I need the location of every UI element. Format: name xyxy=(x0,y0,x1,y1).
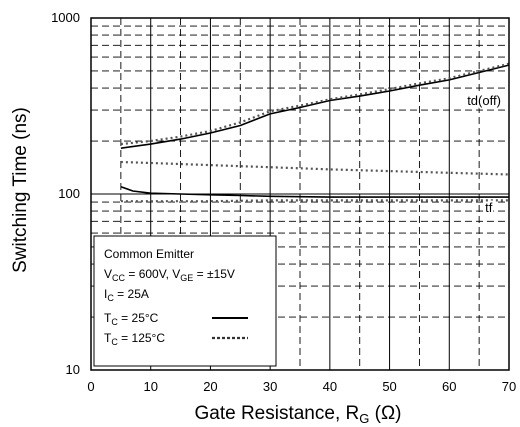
x-axis-label: Gate Resistance, RG (Ω) xyxy=(194,403,401,426)
x-axis-label-main: Gate Resistance, R xyxy=(194,403,359,424)
y-tick-label: 10 xyxy=(66,362,80,377)
legend-text: Common Emitter xyxy=(104,247,194,261)
y-tick-label: 100 xyxy=(58,186,80,201)
legend-subscript: GE xyxy=(180,273,193,283)
legend-subscript-reset: = 125°C xyxy=(118,331,165,345)
legend-subscript: CC xyxy=(112,273,125,283)
legend-subscript-reset: = 600V, V xyxy=(125,267,180,281)
series-line-tf-25c xyxy=(120,185,509,198)
legend-text: V xyxy=(104,267,112,281)
annotation-label: td(off) xyxy=(467,93,501,108)
legend-subscript-reset: = 25°C xyxy=(118,311,159,325)
annotations: td(off) tf xyxy=(465,91,503,217)
legend-subscript: C xyxy=(111,337,118,347)
x-tick-label: 60 xyxy=(442,379,456,394)
legend-box xyxy=(93,235,277,367)
series-line-tf-125c xyxy=(120,199,509,203)
series-line-tdoff-25c xyxy=(120,64,510,149)
legend-line: Common Emitter xyxy=(104,247,194,261)
x-tick-label: 10 xyxy=(143,379,157,394)
x-tick-label: 70 xyxy=(502,379,516,394)
x-axis-label-sub: G xyxy=(359,411,369,426)
y-axis-label: Switching Time (ns) xyxy=(10,107,31,273)
legend-subscript: C xyxy=(111,317,118,327)
annotation-label: tf xyxy=(485,200,493,215)
legend-subscript-reset: = 25A xyxy=(114,287,149,301)
x-axis-label-unit: (Ω) xyxy=(369,403,401,424)
y-tick-label: 1000 xyxy=(51,10,80,25)
legend-subscript-reset: = ±15V xyxy=(193,267,235,281)
x-tick-label: 30 xyxy=(263,379,277,394)
legend-text: I xyxy=(104,287,107,301)
plot-frame xyxy=(90,17,510,371)
x-tick-label: 40 xyxy=(323,379,337,394)
x-tick-label: 50 xyxy=(382,379,396,394)
series-line-tdoff-125c xyxy=(120,62,510,146)
x-tick-label: 0 xyxy=(87,379,94,394)
legend-text: T xyxy=(104,331,112,345)
legend-line: VCC = 600V, VGE = ±15V xyxy=(104,267,235,283)
legend-text: T xyxy=(104,311,112,325)
tick-labels: 0 10 20 30 40 50 60 70 10 100 1000 xyxy=(51,10,516,394)
series-group xyxy=(120,62,510,203)
series-line-tr-125c xyxy=(120,160,510,176)
legend-entry-label: TC = 125°C xyxy=(104,331,165,347)
legend-entry-label: TC = 25°C xyxy=(104,311,159,327)
x-tick-label: 20 xyxy=(203,379,217,394)
legend-line: IC = 25A xyxy=(104,287,149,303)
legend-subscript: C xyxy=(107,293,114,303)
